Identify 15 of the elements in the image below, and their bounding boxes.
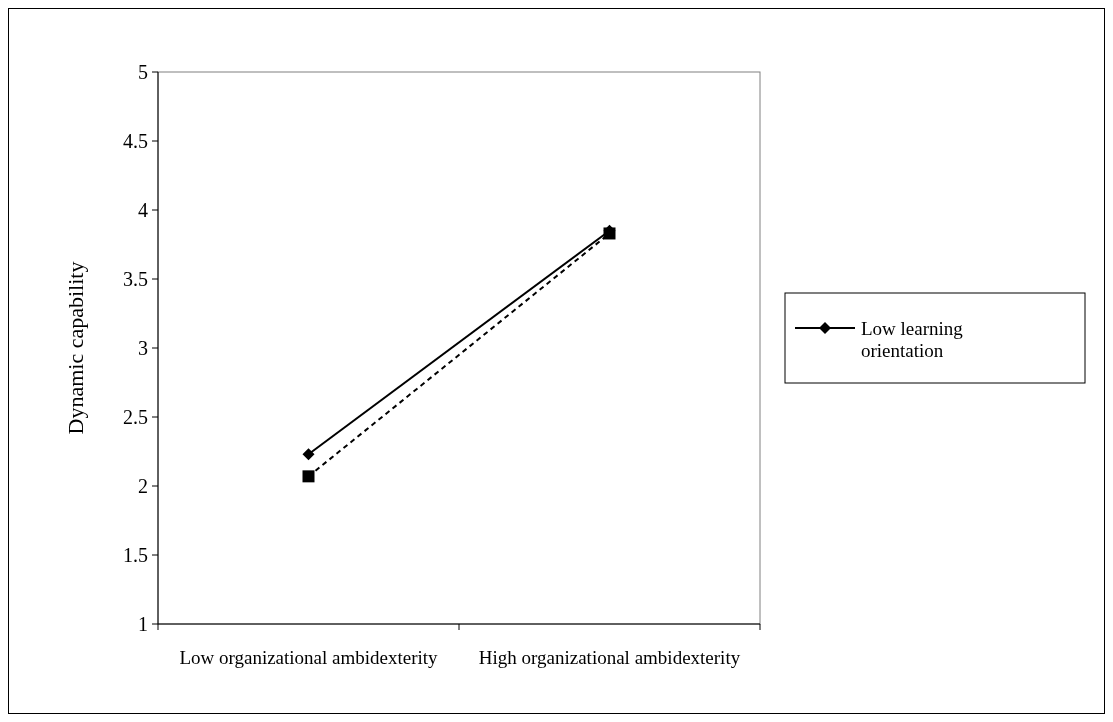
x-tick-label: High organizational ambidexterity (478, 647, 741, 668)
y-tick-label: 4.5 (123, 130, 148, 152)
y-tick-label: 2 (138, 475, 148, 497)
x-tick-label: Low organizational ambidexterity (179, 647, 439, 668)
y-tick-label: 3.5 (123, 268, 148, 290)
y-tick-label: 2.5 (123, 406, 148, 428)
point (302, 448, 315, 461)
y-tick-label: 1 (138, 613, 148, 635)
y-axis-title: Dynamic capability (63, 261, 88, 435)
point (302, 470, 315, 483)
y-tick-label: 1.5 (123, 544, 148, 566)
y-tick-label: 3 (138, 337, 148, 359)
legend-label: Low learning orientation (861, 317, 964, 362)
y-tick-label: 4 (138, 199, 148, 221)
y-tick-label: 5 (138, 61, 148, 83)
